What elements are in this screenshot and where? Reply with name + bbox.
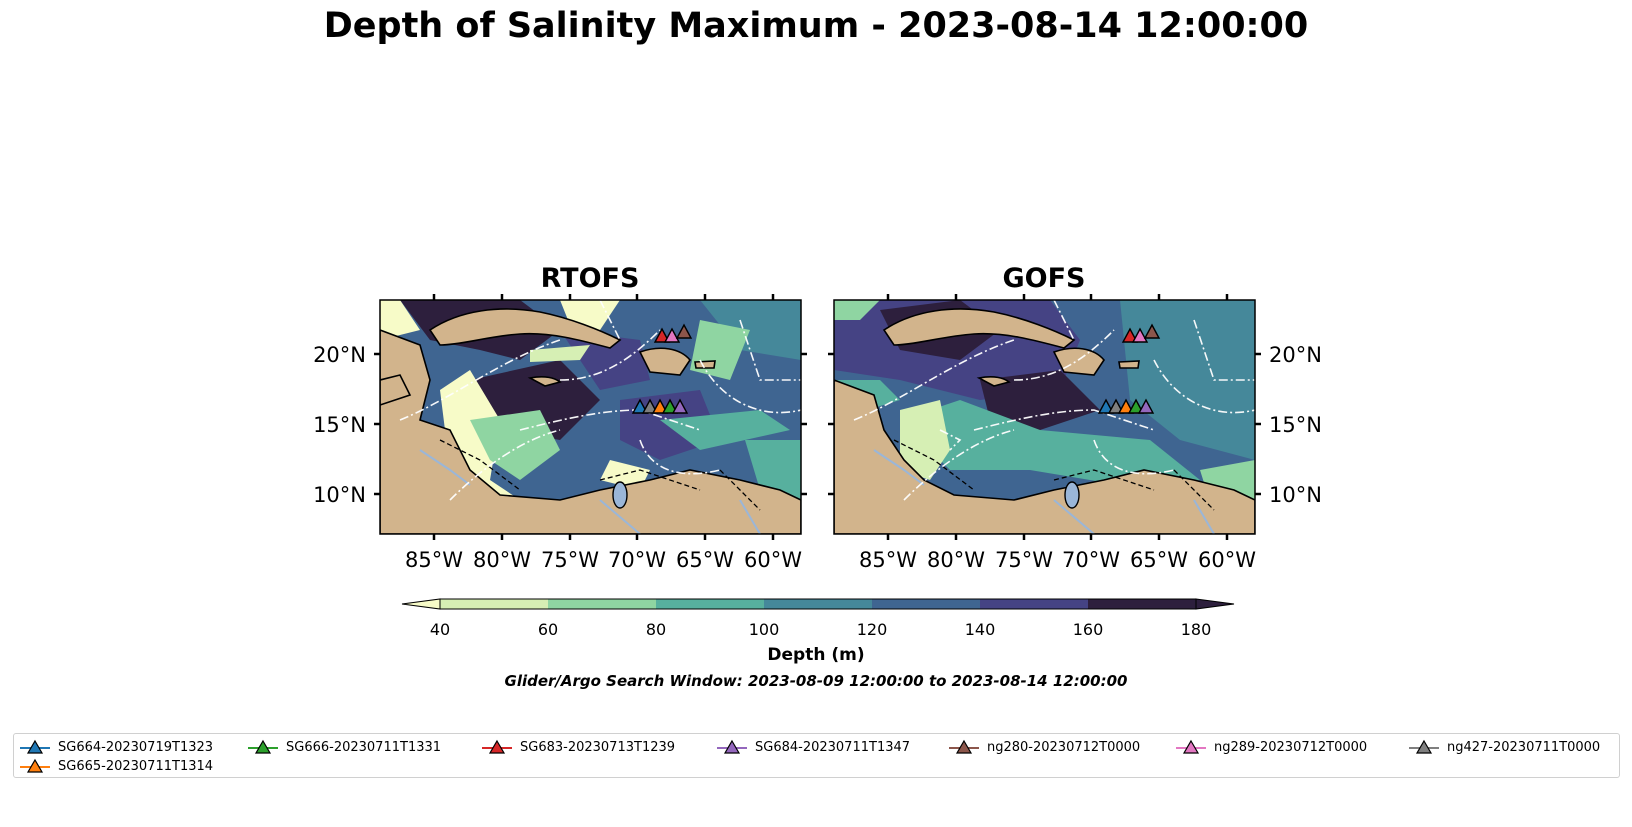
legend-item: SG665-20230711T1314 xyxy=(20,758,213,774)
panel-title-gofs: GOFS xyxy=(1002,263,1086,294)
triangle-marker-icon xyxy=(1409,739,1439,754)
triangle-marker-icon xyxy=(949,739,979,754)
lat-tick-label: 20°N xyxy=(313,343,366,367)
legend-label: SG665-20230711T1314 xyxy=(58,758,214,774)
panel-title-rtofs: RTOFS xyxy=(540,263,640,294)
colorbar-tick-label: 100 xyxy=(749,620,780,639)
lon-tick-label: 80°W xyxy=(927,548,985,572)
lon-tick-label: 80°W xyxy=(473,548,531,572)
lon-tick-label: 60°W xyxy=(744,548,802,572)
lon-tick-label: 85°W xyxy=(859,548,917,572)
search-window-note: Glider/Argo Search Window: 2023-08-09 12… xyxy=(504,672,1128,690)
triangle-marker-icon xyxy=(20,739,50,754)
lat-tick-label: 20°N xyxy=(1269,343,1322,367)
triangle-marker-icon xyxy=(1176,739,1206,754)
colorbar-label: Depth (m) xyxy=(767,645,865,665)
legend-label: SG666-20230711T1331 xyxy=(286,739,442,755)
triangle-marker-icon xyxy=(717,739,747,754)
colorbar-tick-label: 160 xyxy=(1073,620,1104,639)
triangle-marker-icon xyxy=(248,739,278,754)
lat-tick-label: 10°N xyxy=(1269,483,1322,507)
legend-label: ng427-20230711T0000 xyxy=(1447,739,1601,755)
colorbar xyxy=(401,598,1235,610)
legend-item: SG666-20230711T1331 xyxy=(248,739,441,755)
lat-tick-label: 10°N xyxy=(313,483,366,507)
colorbar-tick-label: 180 xyxy=(1181,620,1212,639)
lat-tick-label: 15°N xyxy=(1269,413,1322,437)
legend-item: ng427-20230711T0000 xyxy=(1409,739,1600,755)
gofs-map xyxy=(834,300,1255,534)
colorbar-tick-label: 140 xyxy=(965,620,996,639)
legend-item: SG664-20230719T1323 xyxy=(20,739,213,755)
colorbar-tick-label: 60 xyxy=(538,620,558,639)
legend: SG664-20230719T1323 SG665-20230711T1314 … xyxy=(13,733,1620,778)
triangle-marker-icon xyxy=(482,739,512,754)
legend-label: SG684-20230711T1347 xyxy=(755,739,911,755)
lon-tick-label: 85°W xyxy=(405,548,463,572)
lon-tick-label: 75°W xyxy=(541,548,599,572)
lon-tick-label: 65°W xyxy=(1130,548,1188,572)
lon-tick-label: 70°W xyxy=(1062,548,1120,572)
lon-tick-label: 70°W xyxy=(608,548,666,572)
lon-tick-label: 60°W xyxy=(1198,548,1256,572)
legend-item: ng289-20230712T0000 xyxy=(1176,739,1367,755)
gofs-frame xyxy=(833,299,1256,535)
lon-tick-label: 65°W xyxy=(676,548,734,572)
legend-label: ng280-20230712T0000 xyxy=(987,739,1141,755)
lat-tick-label: 15°N xyxy=(313,413,366,437)
legend-item: SG683-20230713T1239 xyxy=(482,739,675,755)
legend-label: ng289-20230712T0000 xyxy=(1214,739,1368,755)
colorbar-tick-label: 40 xyxy=(430,620,450,639)
triangle-marker-icon xyxy=(20,758,50,773)
legend-item: ng280-20230712T0000 xyxy=(949,739,1140,755)
colorbar-tick-label: 80 xyxy=(646,620,666,639)
rtofs-frame xyxy=(379,299,802,535)
legend-label: SG664-20230719T1323 xyxy=(58,739,214,755)
colorbar-tick-label: 120 xyxy=(857,620,888,639)
figure-title: Depth of Salinity Maximum - 2023-08-14 1… xyxy=(323,6,1309,46)
legend-item: SG684-20230711T1347 xyxy=(717,739,910,755)
legend-label: SG683-20230713T1239 xyxy=(520,739,676,755)
rtofs-map xyxy=(380,300,801,534)
lon-tick-label: 75°W xyxy=(995,548,1053,572)
